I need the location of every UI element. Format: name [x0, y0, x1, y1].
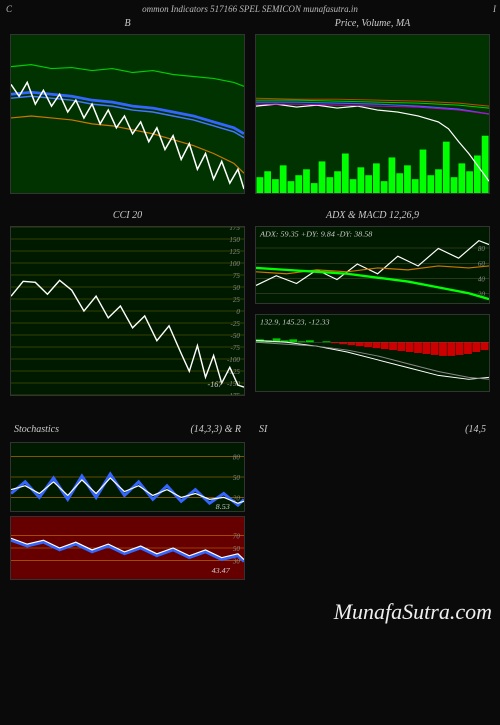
- svg-text:175: 175: [229, 227, 240, 232]
- svg-text:75: 75: [233, 272, 241, 280]
- page-header: C ommon Indicators 517166 SPEL SEMICON m…: [0, 0, 500, 16]
- svg-text:30: 30: [232, 558, 241, 565]
- header-left: C: [6, 4, 12, 14]
- stoch-title-right: (14,3,3) & R: [190, 424, 241, 442]
- svg-text:-75: -75: [230, 344, 240, 352]
- svg-text:80: 80: [233, 454, 241, 462]
- header-title: ommon Indicators 517166 SPEL SEMICON mun…: [142, 4, 358, 14]
- bb-chart: [10, 34, 245, 194]
- si-title: SI: [259, 424, 267, 442]
- macd-chart: 132.9, 145.23, -12.33: [255, 314, 490, 392]
- stoch-title-left: Stochastics: [14, 424, 59, 442]
- header-right: I: [493, 4, 496, 14]
- svg-text:50: 50: [233, 546, 241, 553]
- svg-text:-167: -167: [208, 380, 224, 389]
- svg-text:150: 150: [229, 236, 240, 244]
- bb-title: B: [10, 16, 245, 34]
- svg-text:8.53: 8.53: [216, 502, 230, 511]
- cci-title: CCI 20: [10, 208, 245, 226]
- svg-text:132.9, 145.23, -12.33: 132.9, 145.23, -12.33: [260, 318, 329, 327]
- svg-text:-50: -50: [230, 332, 240, 340]
- cci-chart: -175-150-125-100-75-50-25025507510012515…: [10, 226, 245, 396]
- price-ma-title: Price, Volume, MA: [255, 16, 490, 34]
- svg-text:-25: -25: [230, 320, 240, 328]
- svg-text:40: 40: [478, 275, 486, 283]
- watermark: MunafaSutra.com: [334, 599, 492, 625]
- price-ma-chart: [255, 34, 490, 194]
- svg-text:70: 70: [233, 534, 241, 541]
- adx-macd-title: ADX & MACD 12,26,9: [255, 208, 490, 226]
- si-title-right: (14,5: [465, 424, 486, 442]
- svg-text:-150: -150: [227, 380, 240, 388]
- svg-text:0: 0: [236, 308, 240, 316]
- svg-text:43.47: 43.47: [212, 566, 231, 575]
- svg-text:50: 50: [233, 474, 241, 482]
- svg-text:-175: -175: [227, 392, 240, 395]
- stoch-chart: 2050808.53: [10, 442, 245, 512]
- svg-text:125: 125: [229, 248, 240, 256]
- svg-text:80: 80: [478, 245, 486, 253]
- adx-chart: ADX: 59.35 +DY: 9.84 -DY: 38.5820406080: [255, 226, 490, 304]
- svg-text:100: 100: [229, 260, 240, 268]
- svg-text:-100: -100: [227, 356, 240, 364]
- svg-text:ADX: 59.35 +DY: 9.84 -DY: 38.: ADX: 59.35 +DY: 9.84 -DY: 38.58: [259, 230, 372, 239]
- rsi-chart: 30 50 70 43.47: [10, 516, 245, 580]
- stoch-title-row: Stochastics (14,3,3) & R: [10, 424, 245, 442]
- si-title-row: SI (14,5: [255, 424, 490, 442]
- svg-text:50: 50: [233, 284, 241, 292]
- svg-text:25: 25: [233, 296, 241, 304]
